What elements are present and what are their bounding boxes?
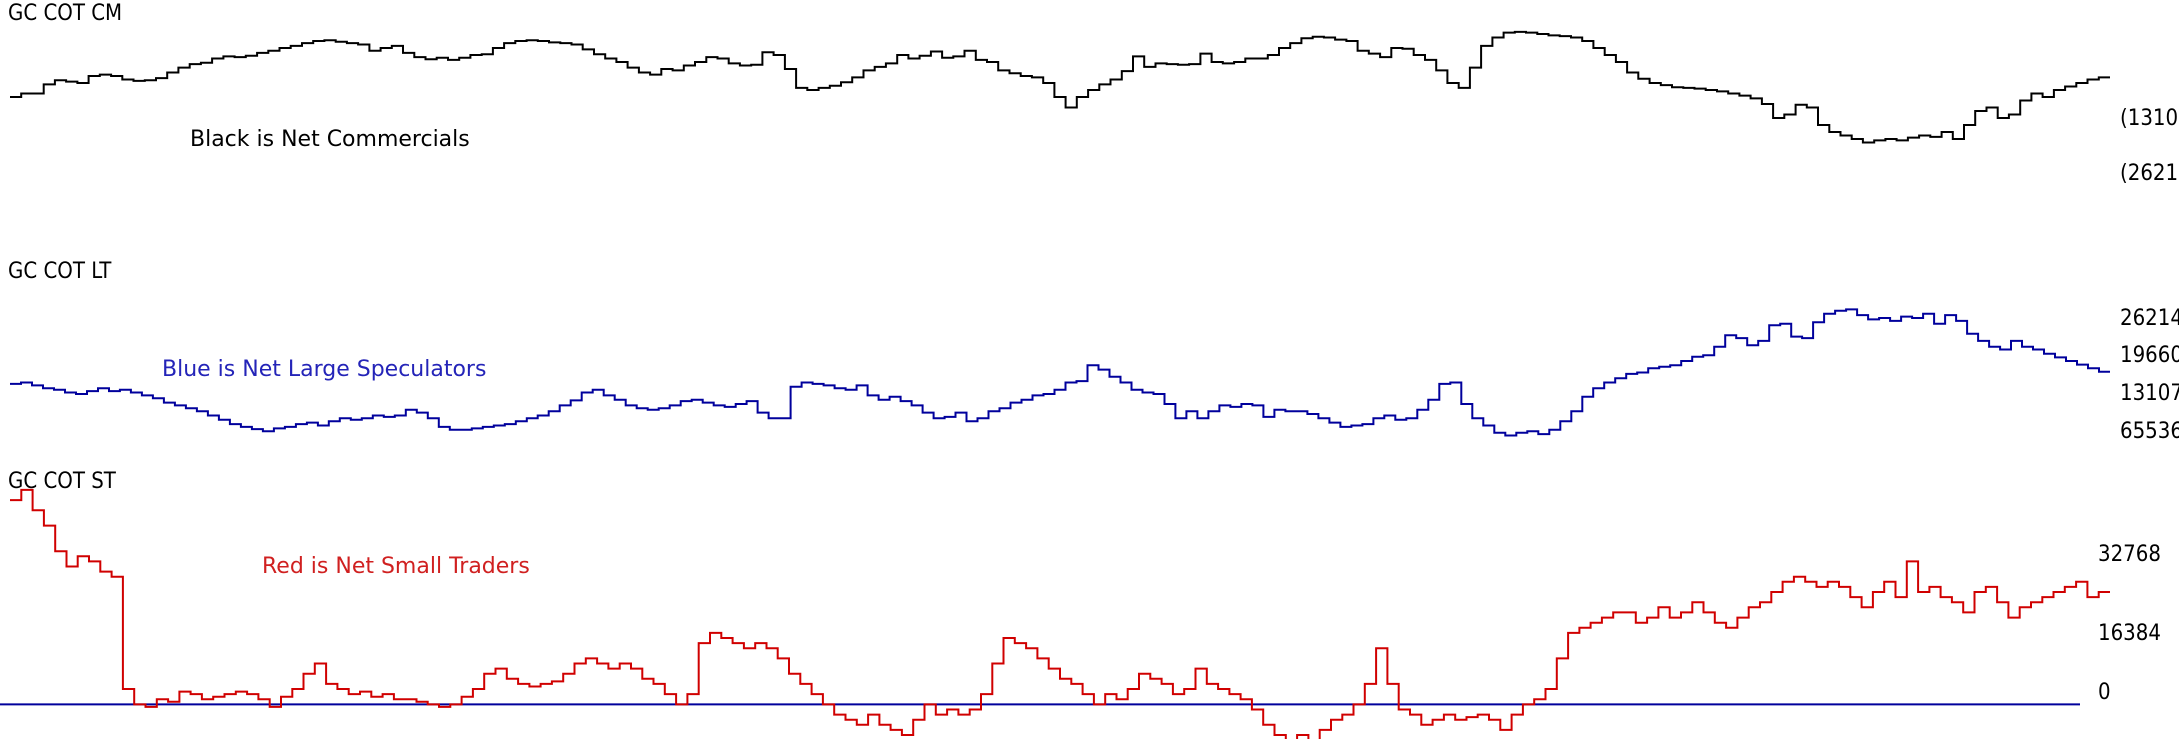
pane-title-cm: GC COT CM xyxy=(8,1,122,26)
ytick-cm-1: (262144 xyxy=(2120,161,2179,186)
pane-small-traders: GC COT ST Red is Net Small Traders 32768… xyxy=(0,469,2161,739)
ytick-lt-1: 196608 xyxy=(2120,343,2179,368)
ytick-lt-2: 131072 xyxy=(2120,381,2179,406)
annotation-commercials: Black is Net Commercials xyxy=(190,127,470,152)
ytick-lt-3: 65536 xyxy=(2120,419,2179,444)
annotation-small-traders: Red is Net Small Traders xyxy=(262,554,530,579)
ytick-lt-0: 262144 xyxy=(2120,306,2179,331)
pane-large-speculators: GC COT LT Blue is Net Large Speculators … xyxy=(8,259,2179,444)
series-net-large-speculators xyxy=(10,308,2110,437)
series-net-small-traders xyxy=(10,488,2110,739)
ytick-st-0: 32768 xyxy=(2098,542,2161,567)
ytick-cm-0: (131072 xyxy=(2120,106,2179,131)
series-net-commercials xyxy=(10,30,2110,144)
pane-commercials: GC COT CM Black is Net Commercials (1310… xyxy=(8,1,2179,186)
ytick-st-2: 0 xyxy=(2098,680,2111,705)
annotation-large-speculators: Blue is Net Large Speculators xyxy=(162,357,486,382)
pane-title-lt: GC COT LT xyxy=(8,259,112,284)
ytick-st-1: 16384 xyxy=(2098,621,2161,646)
